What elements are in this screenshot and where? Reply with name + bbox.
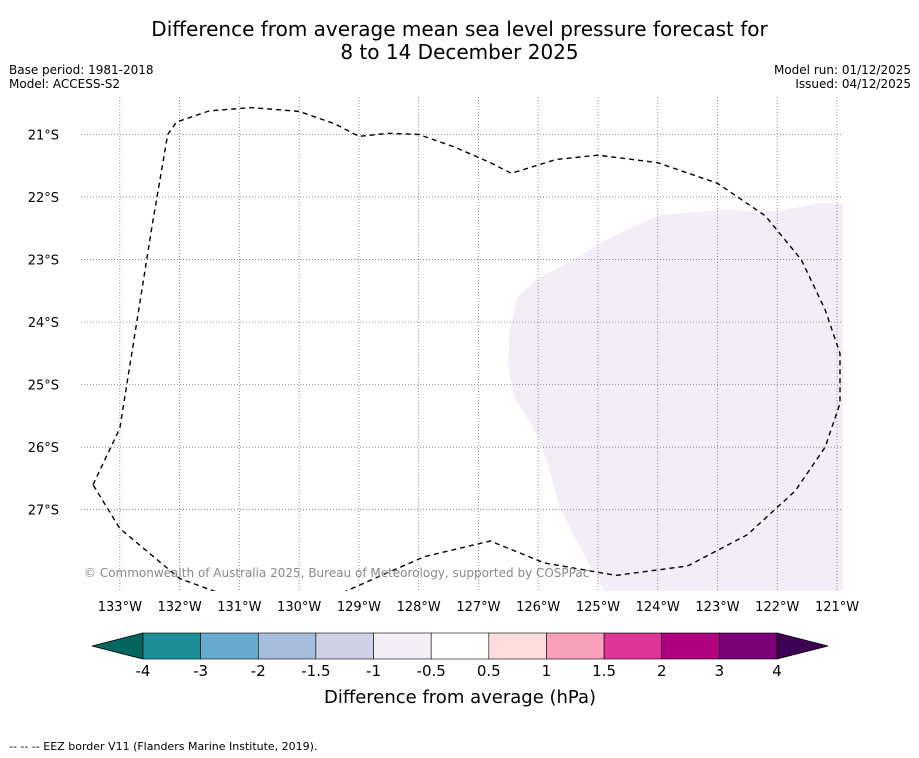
eez-border [92, 106, 841, 591]
colorbar-segment [719, 632, 778, 660]
colorbar-segment [257, 632, 317, 660]
colorbar-tick-label: 1 [542, 662, 552, 680]
latitude-label: 26°S [28, 441, 59, 456]
longitude-label: 133°W [98, 600, 142, 615]
colorbar-tick-label: -1.5 [301, 662, 330, 680]
meta-right: Model run: 01/12/2025 Issued: 04/12/2025 [774, 63, 911, 91]
chart-title-line2: 8 to 14 December 2025 [340, 40, 579, 64]
colorbar-tick-label: -1 [366, 662, 381, 680]
model-run-text: Model run: 01/12/2025 [773, 63, 911, 77]
longitude-labels: 133°W 132°W 131°W 130°W 129°W 128°W 127°W 126°W… [98, 600, 859, 615]
colorbar-under-arrow [91, 632, 144, 660]
latitude-label: 21°S [28, 129, 59, 144]
colorbar-segment [430, 632, 490, 660]
latitude-label: 25°S [28, 379, 59, 394]
latitude-label: 27°S [28, 504, 59, 519]
colorbar-segment [603, 632, 663, 660]
latitude-labels: 21°S 22°S 23°S 24°S 25°S 26°S 27°S [28, 129, 59, 519]
graticule [81, 97, 843, 591]
island-marker [0, 0, 2, 1]
island-marker [0, 0, 2, 1]
colorbar-segment [315, 632, 374, 660]
longitude-label: 127°W [456, 600, 500, 615]
latitude-label: 23°S [28, 254, 59, 269]
island-marker [0, 0, 2, 1]
copyright-text: © Commonwealth of Australia 2025, Bureau… [84, 566, 589, 580]
colorbar-tick-label: -2 [251, 662, 266, 680]
longitude-label: 129°W [337, 600, 381, 615]
colorbar-tick-label: 4 [772, 662, 782, 680]
colorbar-tick-label: 3 [715, 662, 725, 680]
colorbar-tick-label: 2 [657, 662, 667, 680]
longitude-label: 123°W [695, 600, 739, 615]
longitude-label: 125°W [576, 600, 620, 615]
island-marker [0, 0, 2, 1]
colorbar-tick-label: 0.5 [477, 662, 501, 680]
longitude-label: 126°W [516, 600, 560, 615]
latitude-label: 22°S [28, 191, 59, 206]
latitude-label: 24°S [28, 316, 59, 331]
colorbar-segment [488, 632, 547, 660]
colorbar-segment [200, 632, 259, 660]
colorbar-tick-label: 1.5 [592, 662, 616, 680]
colorbar-segment [142, 632, 201, 660]
colorbar-tick-label: -3 [193, 662, 208, 680]
eez-footnote: -- -- -- EEZ border V11 (Flanders Marine… [9, 740, 318, 753]
chart-title-line1: Difference from average mean sea level p… [151, 17, 768, 41]
longitude-label: 121°W [815, 600, 859, 615]
longitude-label: 124°W [636, 600, 680, 615]
colorbar-segment [661, 632, 720, 660]
meta-left: Base period: 1981-2018 Model: ACCESS-S2 [9, 63, 154, 91]
longitude-label: 128°W [397, 600, 441, 615]
chart-title: Difference from average mean sea level p… [0, 18, 919, 64]
base-period-text: Base period: 1981-2018 [9, 63, 154, 77]
longitude-label: 131°W [217, 600, 261, 615]
colorbar-tick-label: -4 [136, 662, 151, 680]
colorbar-over-arrow [776, 632, 829, 660]
islands [0, 0, 2, 1]
colorbar: -4 -3 -2 -1.5 -1 -0.5 0.5 1 1.5 2 3 4 [91, 632, 829, 680]
longitude-label: 132°W [158, 600, 202, 615]
longitude-label: 130°W [277, 600, 321, 615]
model-text: Model: ACCESS-S2 [9, 77, 121, 91]
anomaly-region [508, 203, 843, 591]
colorbar-label: Difference from average (hPa) [324, 687, 596, 708]
colorbar-segment [373, 632, 432, 660]
longitude-label: 122°W [755, 600, 799, 615]
colorbar-segment [546, 632, 605, 660]
issued-text: Issued: 04/12/2025 [795, 77, 911, 91]
colorbar-tick-label: -0.5 [417, 662, 446, 680]
